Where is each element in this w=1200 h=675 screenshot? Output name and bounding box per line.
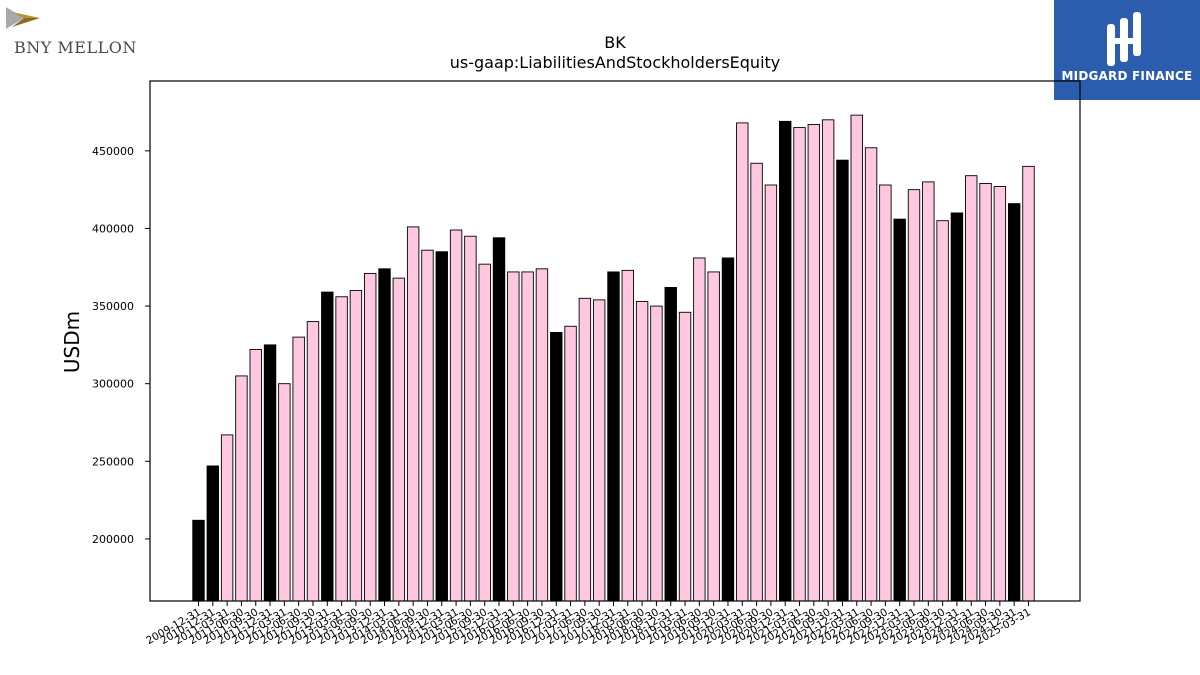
bar-2014-03-31: [392, 277, 406, 602]
bar-2015-12-31: [492, 237, 506, 602]
y-tick-label: 250000: [92, 455, 134, 468]
bar-2020-09-30: [764, 184, 778, 602]
y-tick-label: 200000: [92, 533, 134, 546]
y-tick-label: 450000: [92, 145, 134, 158]
bar-2014-12-31: [435, 251, 448, 602]
bar-2019-06-30: [693, 257, 706, 602]
bny-mellon-emblem-icon: [6, 7, 40, 29]
bar-2017-12-31: [607, 271, 620, 602]
bar-2023-03-31: [907, 189, 921, 602]
bar-2015-06-30: [464, 235, 477, 602]
bar-2013-06-30: [349, 290, 363, 602]
bar-2024-12-31: [1007, 203, 1021, 602]
bar-2013-12-31: [378, 268, 391, 602]
y-tick-label: 300000: [92, 378, 134, 391]
bar-2011-06-30: [235, 375, 248, 602]
bar-2022-09-30: [879, 184, 892, 602]
bar-2013-09-30: [364, 273, 377, 602]
bar-2011-03-31: [220, 434, 234, 602]
bar-2024-03-31: [965, 175, 978, 602]
plot-frame: [149, 80, 1081, 602]
bar-2018-06-30: [635, 300, 649, 602]
bar-2018-09-30: [650, 305, 663, 602]
y-tick-label: 350000: [92, 300, 134, 313]
bar-2023-12-31: [950, 212, 964, 602]
bar-2017-09-30: [592, 299, 606, 602]
bar-2015-03-31: [449, 229, 463, 602]
bar-2021-03-31: [793, 127, 806, 602]
midgard-emblem-icon: [1107, 12, 1141, 66]
bar-2016-06-30: [521, 271, 534, 602]
bar-2016-09-30: [535, 268, 549, 602]
bar-2022-06-30: [864, 147, 878, 602]
bar-2013-03-31: [335, 296, 348, 602]
bar-2025-03-31: [1022, 165, 1035, 602]
bar-2014-06-30: [406, 226, 420, 602]
bar-2017-03-31: [564, 325, 577, 602]
midgard-finance-logo: MIDGARD FINANCE: [1054, 0, 1200, 100]
bny-mellon-logo: BNY MELLON: [4, 4, 154, 64]
bar-2023-09-30: [936, 220, 949, 602]
bar-2020-12-31: [779, 120, 792, 602]
bar-2020-03-31: [736, 122, 749, 602]
bny-mellon-wordmark: BNY MELLON: [14, 38, 137, 57]
chart-subtitle: us-gaap:LiabilitiesAndStockholdersEquity: [450, 53, 781, 72]
bar-2011-12-31: [263, 344, 277, 602]
bar-2012-12-31: [321, 291, 334, 602]
bar-2021-06-30: [807, 124, 821, 602]
bar-2012-06-30: [292, 336, 305, 602]
midgard-finance-wordmark: MIDGARD FINANCE: [1061, 69, 1193, 83]
bar-2019-09-30: [707, 271, 720, 602]
bar-2022-12-31: [893, 218, 906, 602]
y-tick-label: 400000: [92, 222, 134, 235]
bar-2024-06-30: [979, 182, 992, 602]
y-axis-label: USDm: [60, 311, 84, 373]
bar-2014-09-30: [421, 249, 434, 602]
bar-2010-12-31: [206, 465, 220, 602]
bar-2024-09-30: [993, 186, 1007, 602]
bar-2023-06-30: [922, 181, 935, 602]
bar-2020-06-30: [750, 162, 763, 602]
bar-2012-09-30: [306, 321, 320, 602]
bar-2011-09-30: [249, 349, 262, 602]
bar-2016-03-31: [507, 271, 520, 602]
bar-2018-12-31: [664, 287, 677, 602]
bar-2019-12-31: [721, 257, 735, 602]
bar-2016-12-31: [550, 332, 563, 602]
bar-2022-03-31: [850, 114, 863, 602]
bar-2021-12-31: [836, 159, 849, 602]
bar-2009-12-31: [192, 519, 205, 602]
bar-2018-03-31: [621, 269, 634, 602]
bar-2019-03-31: [678, 311, 692, 602]
bar-2017-06-30: [578, 297, 592, 602]
bar-2021-09-30: [821, 119, 835, 602]
chart-title: BK: [604, 33, 626, 52]
bar-2015-09-30: [478, 263, 491, 602]
bar-2012-03-31: [278, 383, 291, 602]
